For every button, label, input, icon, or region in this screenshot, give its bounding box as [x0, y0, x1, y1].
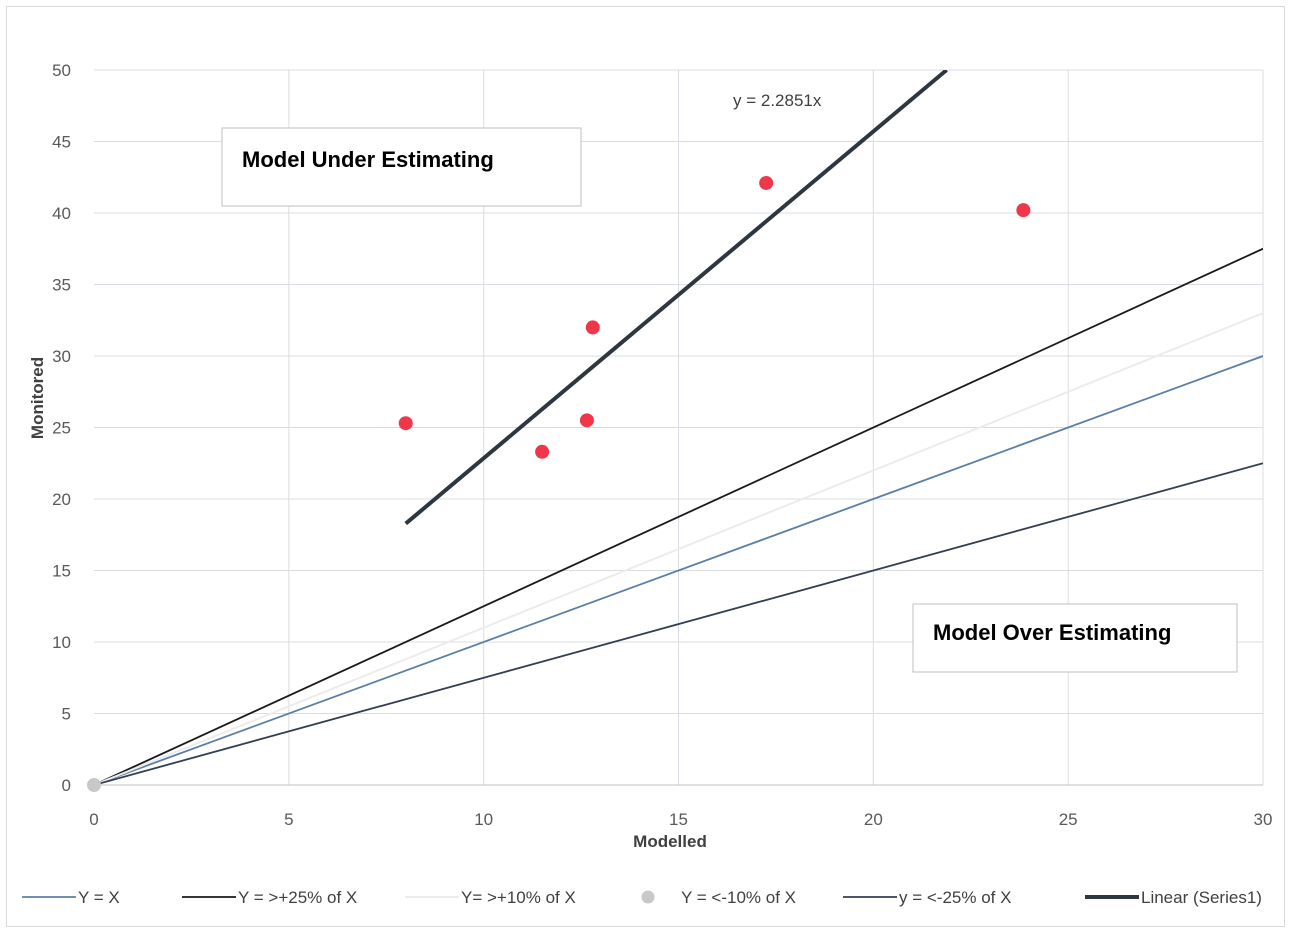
y-axis-title: Monitored: [28, 357, 47, 439]
y-tick-label: 20: [52, 490, 71, 509]
annotation-box-over: [912, 603, 1238, 673]
reference-line: [94, 355, 1263, 785]
data-point: [759, 175, 774, 190]
data-point: [1016, 203, 1031, 218]
y-tick-label: 45: [52, 133, 71, 152]
data-point: [535, 444, 550, 459]
scatter-points: [87, 175, 1031, 792]
trendline-equation: y = 2.2851x: [733, 91, 822, 110]
annotation-under: Model Under Estimating: [242, 147, 494, 172]
legend-label: y = <-25% of X: [899, 888, 1011, 907]
reference-line: [94, 312, 1263, 785]
y-tick-label: 40: [52, 204, 71, 223]
y-tick-label: 0: [62, 776, 71, 795]
reference-line: [94, 247, 1263, 785]
y-tick-label: 25: [52, 419, 71, 438]
y-tick-label: 30: [52, 347, 71, 366]
origin-marker: [87, 778, 101, 792]
x-axis-title: Modelled: [633, 832, 707, 851]
legend-label: Y= >+10% of X: [461, 888, 576, 907]
data-point: [398, 416, 413, 431]
x-tick-label: 25: [1059, 810, 1078, 829]
data-point: [585, 320, 600, 335]
reference-lines: [94, 247, 1263, 785]
legend-label: Linear (Series1): [1141, 888, 1262, 907]
tick-labels: 0 5 10 15 20 25 30 0 5 10 15 20 25 30 35 40 45 50: [52, 61, 1272, 829]
annotation-box-under: [221, 127, 582, 207]
trendline-group: [404, 70, 948, 526]
x-tick-label: 0: [89, 810, 98, 829]
legend-marker: [641, 890, 655, 904]
data-point: [579, 413, 594, 428]
x-tick-label: 15: [669, 810, 688, 829]
reference-line: [94, 462, 1263, 785]
gridlines: [94, 69, 1264, 786]
x-tick-label: 5: [284, 810, 293, 829]
legend-label: Y = X: [78, 888, 120, 907]
x-tick-label: 30: [1254, 810, 1273, 829]
legend: Y = X Y = >+25% of X Y= >+10% of X Y = <-10…: [22, 888, 1262, 907]
y-tick-label: 15: [52, 562, 71, 581]
trendline: [404, 70, 948, 526]
chart-frame: [6, 6, 1285, 927]
y-tick-label: 10: [52, 633, 71, 652]
legend-label: Y = <-10% of X: [681, 888, 796, 907]
y-tick-label: 5: [62, 705, 71, 724]
annotation-over: Model Over Estimating: [933, 620, 1171, 645]
x-tick-label: 20: [864, 810, 883, 829]
legend-label: Y = >+25% of X: [238, 888, 357, 907]
y-tick-label: 50: [52, 61, 71, 80]
y-tick-label: 35: [52, 276, 71, 295]
x-tick-label: 10: [474, 810, 493, 829]
